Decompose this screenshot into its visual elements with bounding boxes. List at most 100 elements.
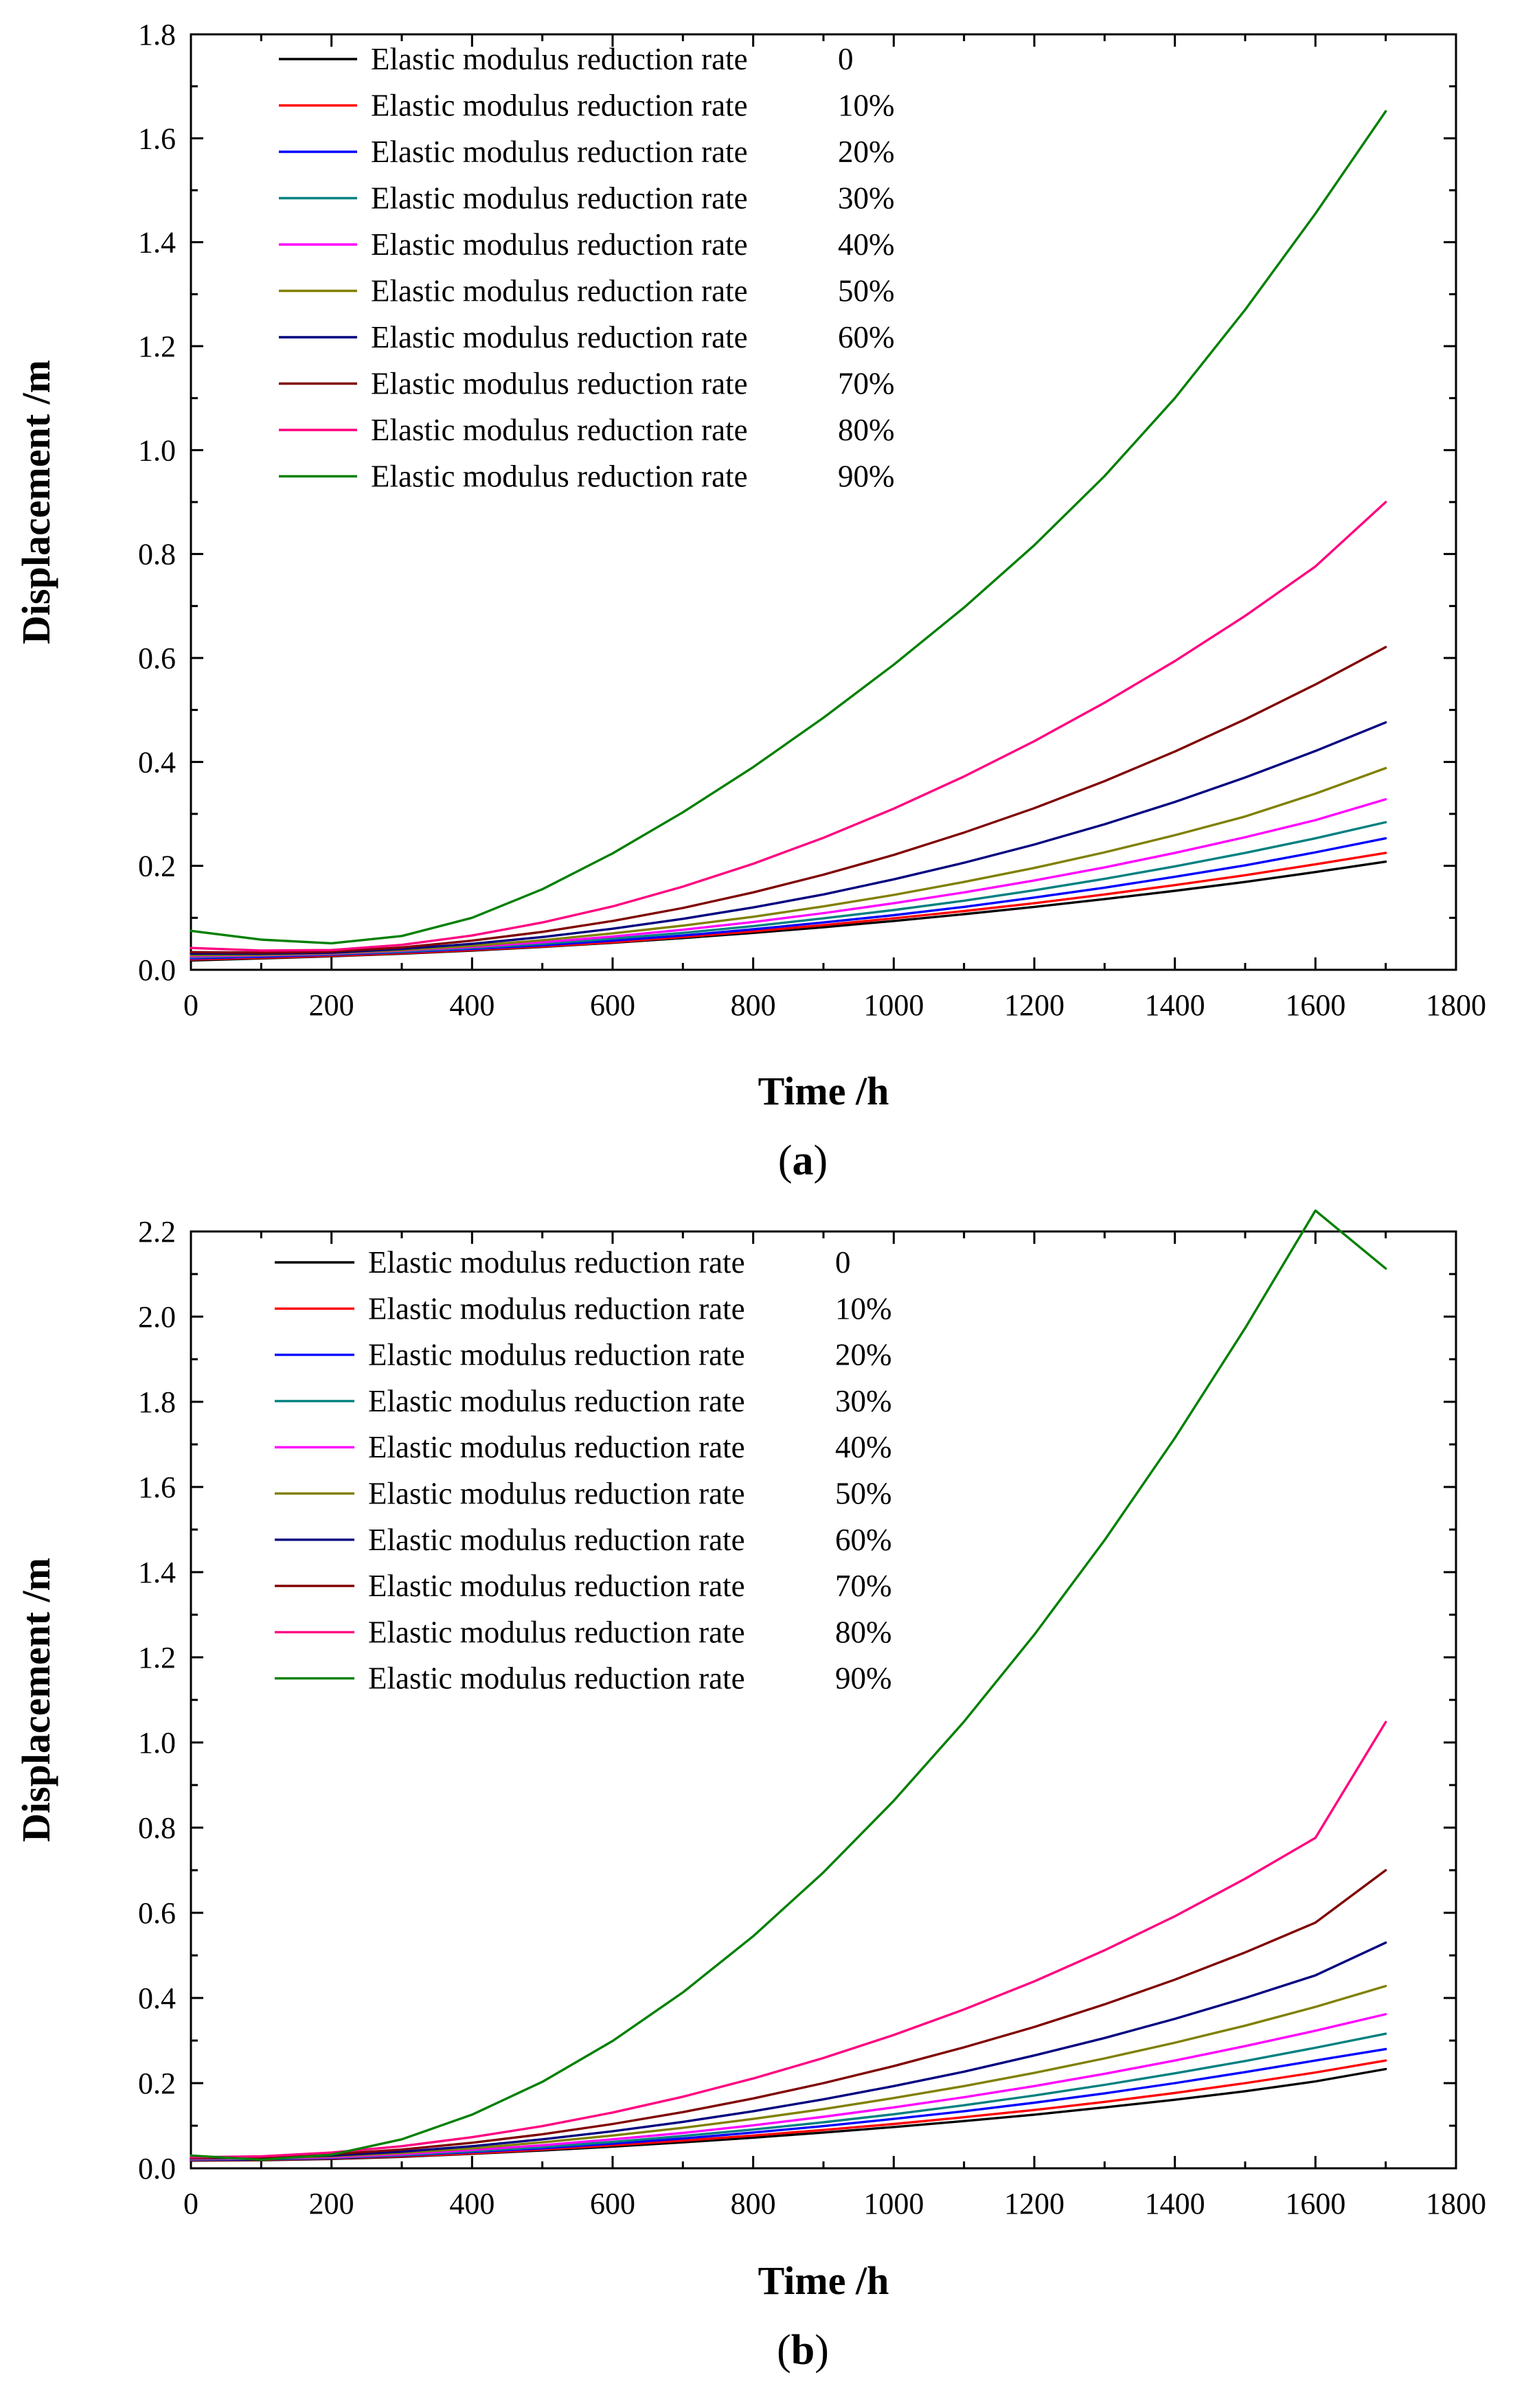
legend-label: Elastic modulus reduction rate — [368, 1430, 745, 1464]
y-tick-label: 1.6 — [138, 1470, 176, 1504]
y-tick-label: 1.4 — [138, 226, 176, 260]
legend-value: 80% — [838, 413, 895, 447]
legend-label: Elastic modulus reduction rate — [371, 135, 748, 169]
legend-value: 10% — [835, 1291, 892, 1326]
y-tick-label: 1.2 — [138, 330, 176, 363]
y-tick-label: 2.2 — [138, 1215, 176, 1249]
series-line-80pct — [190, 1720, 1387, 2159]
x-axis-title: Time /h — [758, 2258, 889, 2303]
legend-value: 60% — [835, 1523, 892, 1557]
y-tick-label: 0.2 — [138, 2067, 176, 2100]
legend-value: 80% — [835, 1615, 892, 1649]
legend-value: 70% — [838, 367, 895, 401]
legend-value: 50% — [835, 1477, 892, 1511]
y-tick-label: 0.2 — [138, 850, 176, 883]
legend-value: 30% — [835, 1384, 892, 1418]
legend-label: Elastic modulus reduction rate — [371, 89, 748, 123]
series-line-60pct — [190, 1941, 1387, 2159]
legend-label: Elastic modulus reduction rate — [368, 1291, 745, 1326]
legend-value: 90% — [838, 459, 895, 494]
x-tick-label: 0 — [183, 2187, 198, 2220]
x-tick-label: 1200 — [1004, 2187, 1065, 2220]
x-tick-label: 1800 — [1426, 2187, 1486, 2220]
legend-value: 30% — [838, 181, 895, 216]
legend-label: Elastic modulus reduction rate — [371, 413, 748, 447]
legend-label: Elastic modulus reduction rate — [368, 1523, 745, 1557]
x-tick-label: 800 — [731, 2187, 776, 2220]
x-axis-title: Time /h — [758, 1069, 889, 1113]
legend-label: Elastic modulus reduction rate — [368, 1661, 745, 1696]
legend-label: Elastic modulus reduction rate — [371, 181, 748, 216]
y-tick-label: 0.6 — [138, 1896, 176, 1930]
y-tick-label: 1.4 — [138, 1556, 176, 1589]
legend-value: 20% — [835, 1338, 892, 1372]
x-tick-label: 400 — [449, 2187, 494, 2220]
y-tick-label: 0.0 — [138, 953, 176, 987]
y-tick-label: 0.0 — [138, 2152, 176, 2185]
series-line-50pct — [190, 1984, 1387, 2160]
series-line-70pct — [190, 1869, 1387, 2159]
y-tick-label: 2.0 — [138, 1300, 176, 1334]
legend-value: 70% — [835, 1569, 892, 1603]
legend-label: Elastic modulus reduction rate — [368, 1384, 745, 1418]
y-tick-label: 0.8 — [138, 1811, 176, 1845]
x-tick-label: 0 — [183, 988, 198, 1022]
panel-a-chart: 0 200 400 600 800 1000 1200 1400 1600 1800 0.0 0.2 0… — [14, 18, 1486, 1184]
x-tick-label: 1400 — [1145, 988, 1205, 1022]
y-axis-title: Displacement /m — [14, 1558, 58, 1842]
legend-value: 50% — [838, 274, 895, 308]
panel-label: (b) — [777, 2327, 829, 2374]
legend-value: 60% — [838, 320, 895, 354]
legend-label: Elastic modulus reduction rate — [368, 1338, 745, 1372]
y-tick-label: 1.0 — [138, 1726, 176, 1760]
x-tick-label: 1400 — [1145, 2187, 1205, 2220]
legend-value: 0 — [838, 42, 854, 76]
x-tick-label: 800 — [731, 988, 776, 1022]
x-tick-label: 1000 — [863, 988, 924, 1022]
x-tick-label: 200 — [309, 988, 354, 1022]
legend-value: 90% — [835, 1661, 892, 1696]
legend-value: 10% — [838, 89, 895, 123]
legend-label: Elastic modulus reduction rate — [368, 1569, 745, 1603]
legend-value: 40% — [835, 1430, 892, 1464]
y-tick-label: 0.4 — [138, 745, 176, 779]
legend-label: Elastic modulus reduction rate — [371, 320, 748, 354]
x-tick-label: 1600 — [1285, 2187, 1345, 2220]
legend-label: Elastic modulus reduction rate — [371, 274, 748, 308]
x-tick-label: 1600 — [1285, 988, 1345, 1022]
series-line-40pct — [190, 2012, 1387, 2161]
legend-label: Elastic modulus reduction rate — [371, 459, 748, 494]
series-line-90pct — [190, 1209, 1387, 2161]
y-tick-label: 0.8 — [138, 538, 176, 571]
x-tick-label: 400 — [449, 988, 494, 1022]
y-axis-title: Displacement /m — [14, 360, 58, 644]
x-tick-label: 200 — [309, 2187, 354, 2220]
series-line-80pct — [190, 501, 1387, 952]
x-tick-label: 1200 — [1004, 988, 1065, 1022]
panel-label: (a) — [778, 1137, 828, 1184]
legend-value: 0 — [835, 1245, 851, 1280]
x-tick-label: 1800 — [1426, 988, 1486, 1022]
x-tick-label: 600 — [590, 2187, 635, 2220]
y-tick-label: 0.6 — [138, 641, 176, 675]
y-tick-label: 1.6 — [138, 122, 176, 155]
series-line-60pct — [190, 721, 1387, 955]
y-tick-label: 1.0 — [138, 433, 176, 467]
y-tick-label: 0.4 — [138, 1981, 176, 2015]
legend-value: 40% — [838, 227, 895, 262]
y-tick-label: 1.2 — [138, 1641, 176, 1674]
legend-label: Elastic modulus reduction rate — [368, 1615, 745, 1649]
x-tick-label: 600 — [590, 988, 635, 1022]
x-tick-label: 1000 — [863, 2187, 924, 2220]
legend-label: Elastic modulus reduction rate — [371, 42, 748, 76]
y-tick-label: 1.8 — [138, 18, 176, 52]
legend-label: Elastic modulus reduction rate — [368, 1477, 745, 1511]
y-tick-label: 1.8 — [138, 1385, 176, 1419]
series-line-70pct — [190, 646, 1387, 954]
legend-label: Elastic modulus reduction rate — [371, 367, 748, 401]
legend-value: 20% — [838, 135, 895, 169]
series-line-90pct — [190, 110, 1387, 945]
panel-b-chart: 0 200 400 600 800 1000 1200 1400 1600 1800 0.0 0.2 0… — [14, 1209, 1486, 2374]
legend-label: Elastic modulus reduction rate — [371, 227, 748, 262]
